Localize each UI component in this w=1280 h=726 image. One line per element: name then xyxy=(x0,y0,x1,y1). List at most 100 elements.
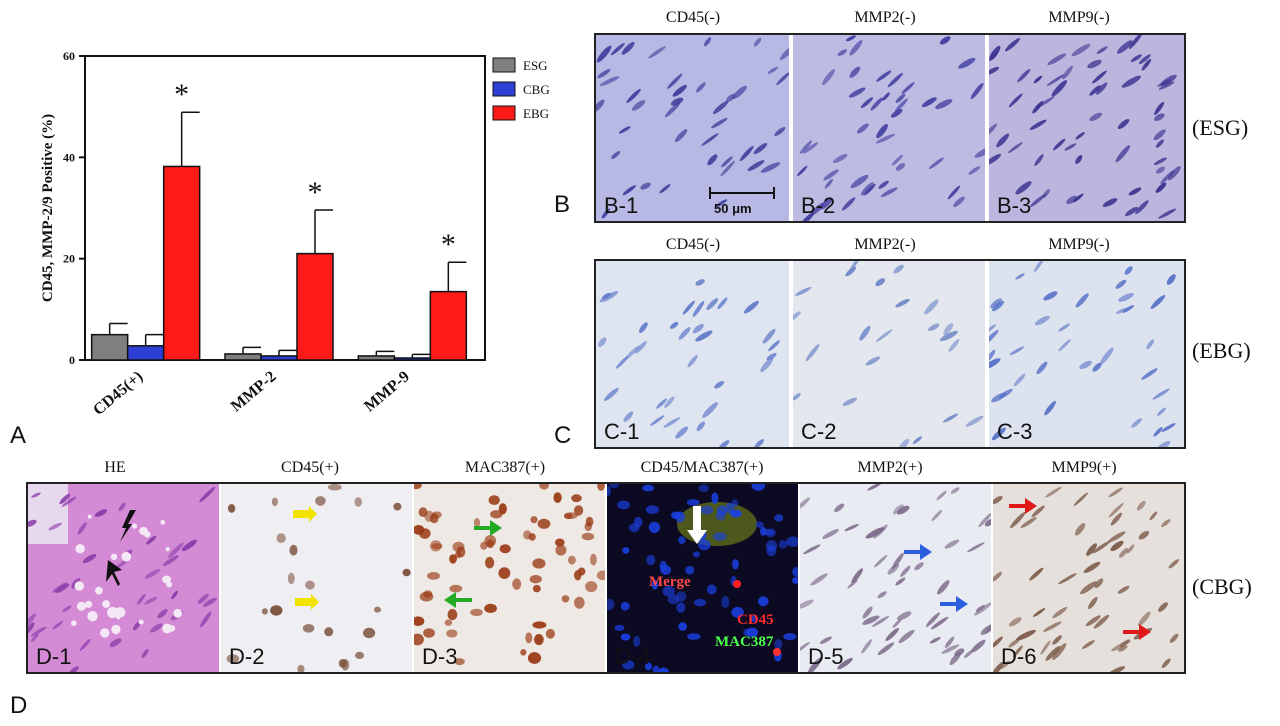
bar-cbg-1 xyxy=(260,355,298,361)
cell-nucleus xyxy=(937,580,950,595)
cell-nucleus xyxy=(141,648,149,659)
cell-nucleus xyxy=(802,142,819,154)
cell-nucleus xyxy=(792,566,798,577)
vacuole xyxy=(166,581,173,588)
cell-nucleus xyxy=(928,157,944,170)
cell-nucleus xyxy=(599,76,620,87)
cell-nucleus xyxy=(1116,40,1133,54)
cell-nucleus xyxy=(725,502,735,514)
cell-nucleus xyxy=(354,497,363,507)
cell-nucleus xyxy=(598,337,607,347)
cell-nucleus xyxy=(824,178,833,189)
vacuole xyxy=(87,514,92,519)
cell-nucleus xyxy=(324,627,334,637)
cell-nucleus xyxy=(1122,305,1135,313)
cell-nucleus xyxy=(28,622,35,635)
cell-nucleus xyxy=(895,577,906,586)
cell-nucleus xyxy=(1091,70,1107,84)
cell-nucleus xyxy=(1141,58,1152,71)
cell-nucleus xyxy=(1045,486,1062,498)
cell-nucleus xyxy=(970,82,984,100)
cell-nucleus xyxy=(939,36,951,45)
y-axis-label: CD45, MMP-2/9 Positive (%) xyxy=(40,114,56,302)
plot-frame xyxy=(84,55,486,361)
cell-nucleus xyxy=(860,97,874,109)
fluor-label-mac387: MAC387 xyxy=(715,634,774,650)
cell-nucleus xyxy=(943,413,958,423)
cell-nucleus xyxy=(876,70,892,82)
cell-nucleus xyxy=(963,649,974,659)
tile-label-c-2: C-2 xyxy=(801,419,837,444)
cell-nucleus xyxy=(1154,440,1171,447)
cell-nucleus xyxy=(1153,157,1167,166)
cell-nucleus xyxy=(874,554,888,568)
cell-nucleus xyxy=(642,484,655,492)
cell-nucleus xyxy=(1130,54,1142,62)
cell-nucleus xyxy=(758,596,769,607)
cell-nucleus xyxy=(943,323,954,336)
cell-nucleus xyxy=(1115,145,1131,163)
tissue-texture-d-4 xyxy=(607,484,798,672)
legend-swatch xyxy=(492,81,516,97)
cell-nucleus xyxy=(652,665,660,672)
cell-nucleus xyxy=(1154,113,1165,122)
cell-nucleus xyxy=(865,356,881,366)
cell-nucleus xyxy=(1102,198,1118,207)
blue-arrow-icon xyxy=(940,596,968,612)
cell-nucleus xyxy=(1158,81,1175,90)
bar-esg-1 xyxy=(224,353,262,361)
tile-b-1: 50 μm B-1 xyxy=(596,35,789,221)
cell-nucleus xyxy=(1146,339,1155,350)
cell-nucleus xyxy=(48,522,62,531)
cell-nucleus xyxy=(871,615,890,628)
cell-nucleus xyxy=(711,492,719,504)
cell-nucleus xyxy=(427,572,440,580)
cell-nucleus xyxy=(607,486,611,497)
cell-nucleus xyxy=(1052,635,1062,645)
cell-nucleus xyxy=(849,40,863,56)
cell-nucleus xyxy=(714,381,725,389)
cell-nucleus xyxy=(577,567,586,576)
cell-nucleus xyxy=(634,516,643,528)
cell-nucleus xyxy=(490,510,503,519)
cell-nucleus xyxy=(651,579,659,590)
cell-nucleus xyxy=(1128,35,1143,49)
cell-nucleus xyxy=(897,611,912,621)
cell-nucleus xyxy=(1160,74,1177,87)
cell-nucleus xyxy=(849,66,861,78)
cell-nucleus xyxy=(1155,166,1166,174)
cell-nucleus xyxy=(1086,543,1097,556)
cell-nucleus xyxy=(875,329,893,343)
vacuole xyxy=(116,615,121,620)
cell-nucleus xyxy=(1040,640,1051,655)
tissue-texture-b-3 xyxy=(989,35,1181,219)
black-arrow-icon xyxy=(120,510,136,542)
cell-nucleus xyxy=(203,597,217,607)
cell-nucleus xyxy=(1110,540,1124,552)
cell-nucleus xyxy=(1094,578,1104,589)
cell-nucleus xyxy=(1075,293,1089,308)
cell-nucleus xyxy=(1044,400,1056,416)
white-arrow-icon xyxy=(687,506,707,544)
cell-nucleus xyxy=(751,484,766,491)
cell-nucleus xyxy=(678,327,691,340)
cell-nucleus xyxy=(227,504,236,513)
cell-nucleus xyxy=(721,596,730,608)
cell-nucleus xyxy=(1087,59,1102,69)
cell-nucleus xyxy=(484,603,497,613)
cell-nucleus xyxy=(893,504,904,515)
cell-nucleus xyxy=(423,628,435,638)
tile-d-4: Merge CD45 MAC387 D-4 xyxy=(607,484,798,672)
cell-nucleus xyxy=(776,71,789,86)
cell-nucleus xyxy=(984,518,991,527)
cell-nucleus xyxy=(626,88,641,103)
cell-nucleus xyxy=(766,353,777,361)
cell-nucleus xyxy=(720,160,736,177)
legend-label: EBG xyxy=(523,106,549,121)
cell-nucleus xyxy=(393,502,402,511)
cell-nucleus xyxy=(523,530,532,540)
cell-nucleus xyxy=(695,279,705,286)
vacuole xyxy=(121,551,132,562)
vacuole xyxy=(162,623,173,634)
green-arrow-icon xyxy=(474,520,502,536)
